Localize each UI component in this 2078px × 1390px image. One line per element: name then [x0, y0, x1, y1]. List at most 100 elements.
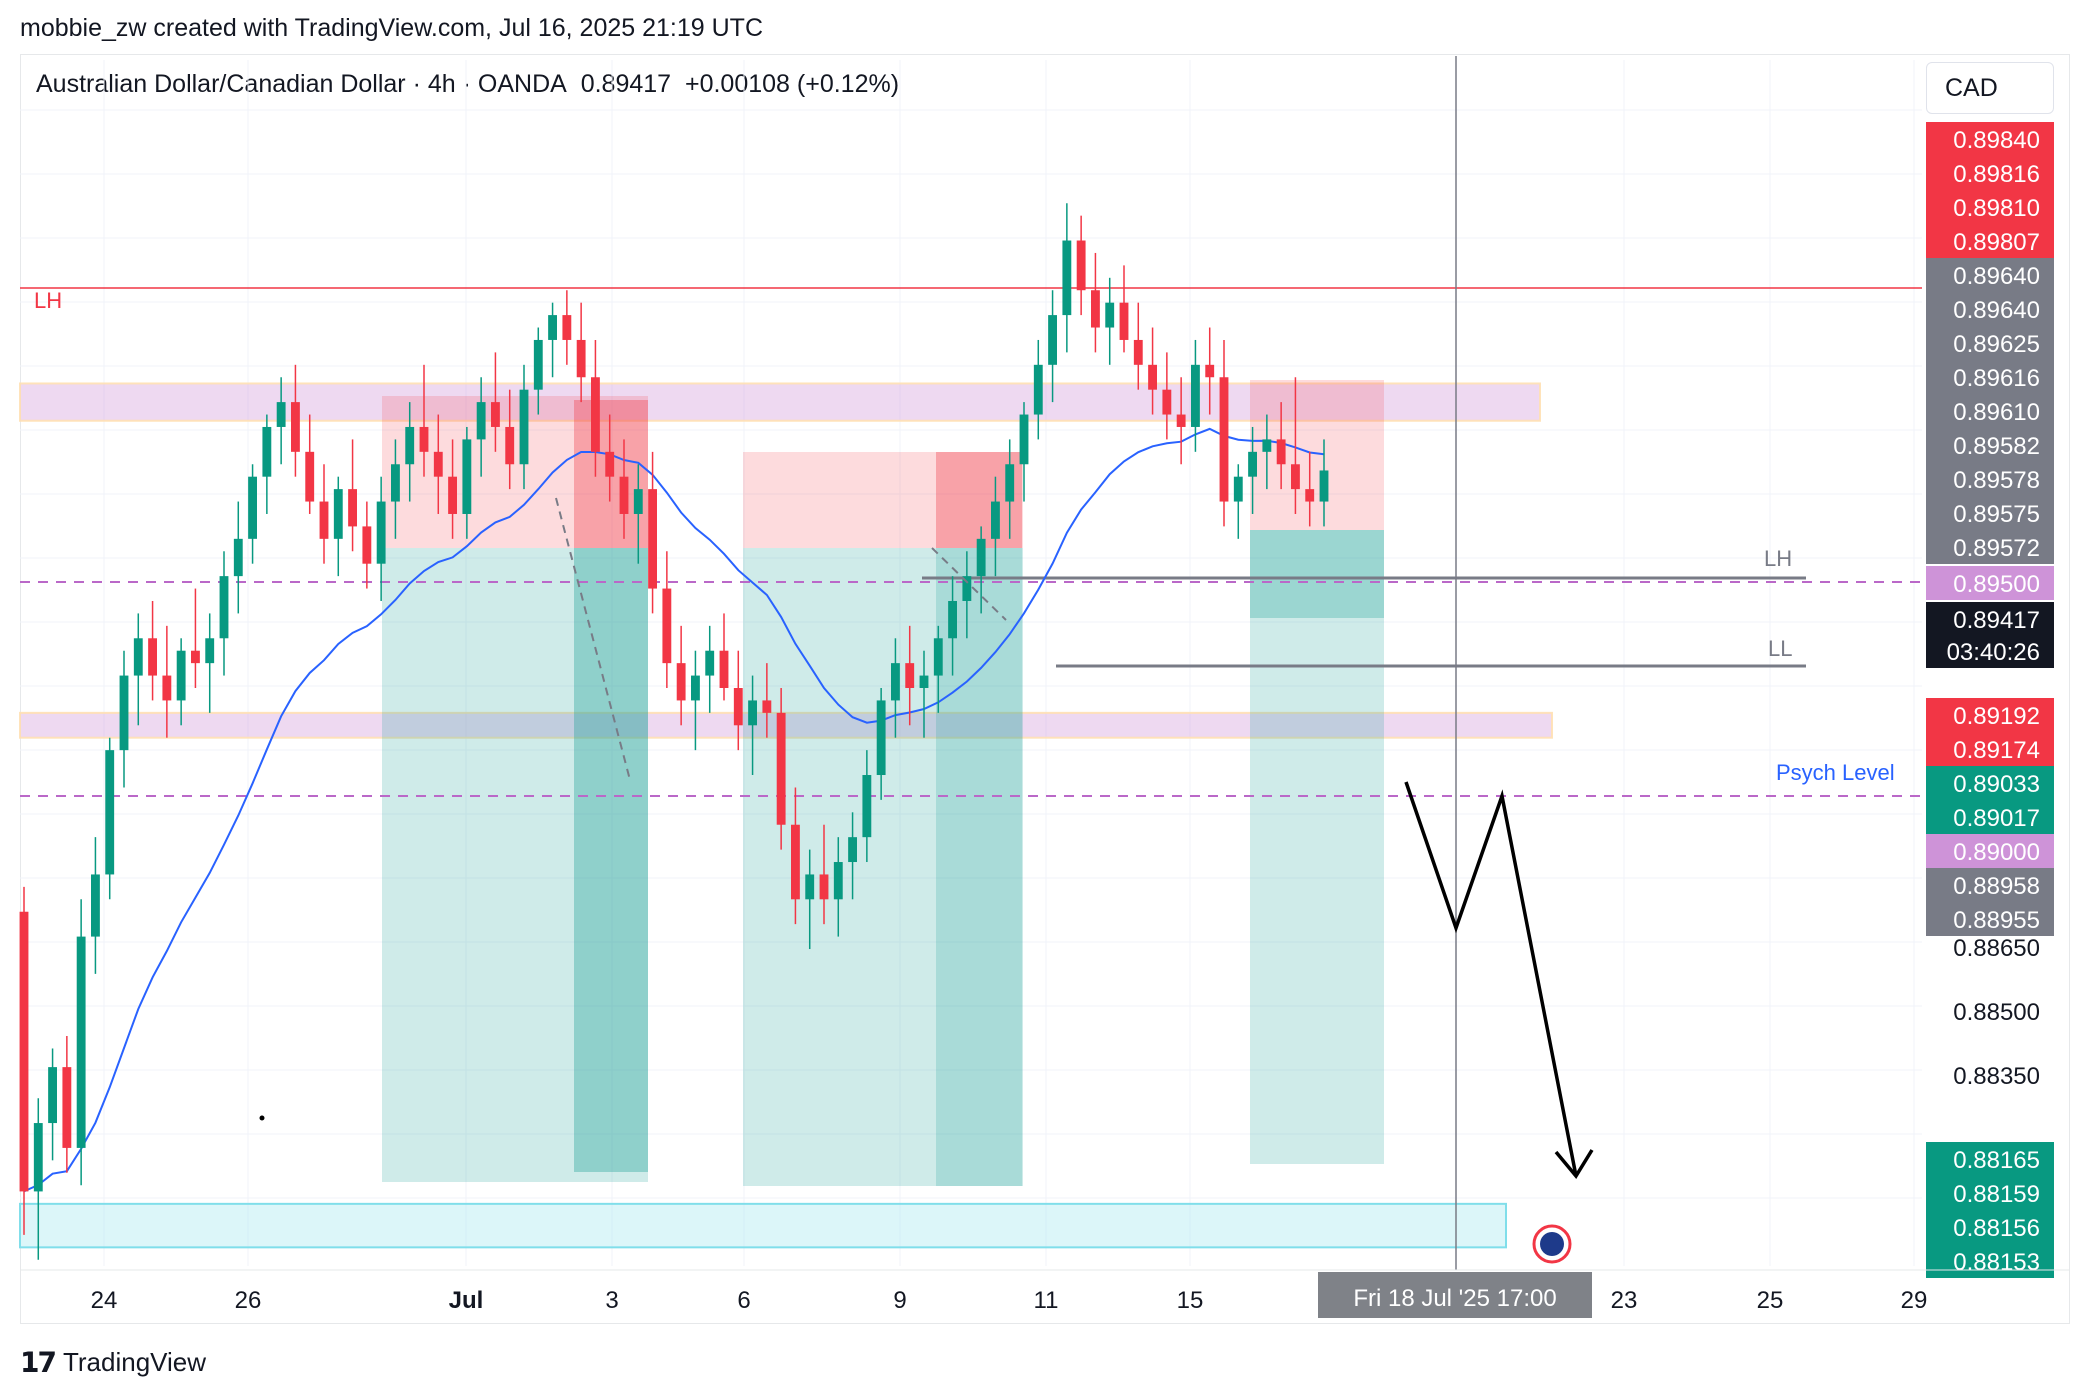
candle-body: [1205, 364, 1215, 378]
candle-body: [1076, 240, 1086, 291]
candle-body: [1005, 464, 1015, 502]
tradingview-logo[interactable]: 𝟭𝟳 TradingView: [20, 1346, 206, 1379]
symbol-interval[interactable]: 4h: [427, 70, 456, 98]
price-tag-label: 0.88159: [1953, 1181, 2040, 1208]
price-tag-label: 0.89840: [1953, 127, 2040, 154]
candle-body: [1262, 439, 1272, 452]
candle-body: [976, 538, 986, 577]
y-tick-label: 0.88650: [1953, 935, 2040, 962]
candle-body: [605, 451, 615, 477]
price-tag: [1926, 428, 2054, 462]
x-tick-label: 26: [235, 1287, 262, 1314]
zones-layer: [19, 382, 1553, 1249]
x-tick-label: 6: [737, 1287, 750, 1314]
price-tag: [1926, 868, 2054, 902]
symbol-header: Australian Dollar/Canadian Dollar · 4h ·…: [36, 70, 899, 99]
candle-body: [1248, 451, 1257, 477]
price-tag-label: 0.88156: [1953, 1215, 2040, 1242]
x-axis: 24 26 Jul 3 6 9 11 15 23 25 29 Fri 18 Jul '25 17:00: [20, 1269, 2070, 1318]
currency-selector[interactable]: CAD: [1926, 62, 2054, 114]
symbol-name[interactable]: Australian Dollar/Canadian Dollar: [36, 70, 406, 98]
x-tick-label: 11: [1034, 1287, 1059, 1314]
price-tag-label: 0.89616: [1953, 365, 2040, 392]
candle-body: [548, 315, 557, 340]
price-tag-label: 0.89610: [1953, 399, 2040, 426]
candle-body: [348, 489, 357, 527]
candle-body: [19, 911, 29, 1192]
psych-zone: [19, 711, 1553, 739]
trend-dash: [555, 497, 631, 781]
stop-loss-box: [382, 396, 648, 548]
price-tag: [1926, 224, 2054, 258]
candle-body: [819, 874, 829, 900]
crosshair-date-label: Fri 18 Jul '25 17:00: [1353, 1285, 1556, 1312]
candle-body: [691, 675, 700, 701]
candle-body: [533, 339, 543, 390]
y-tick-label: 0.88500: [1953, 999, 2040, 1026]
candle-body: [1291, 464, 1300, 490]
candle-body: [219, 576, 229, 639]
price-tag: [1926, 326, 2054, 360]
candle-body: [562, 315, 572, 340]
candle-body: [676, 663, 686, 701]
candle-body: [376, 501, 386, 564]
footer-brand: TradingView: [62, 1347, 207, 1377]
candle-body: [1305, 489, 1315, 502]
candle-body: [105, 750, 115, 875]
candle-body: [33, 1123, 43, 1192]
candle-body: [762, 700, 772, 713]
candle-body: [591, 377, 600, 452]
candle-body: [1133, 339, 1143, 365]
candle-body: [1276, 439, 1286, 465]
price-tag: [1926, 1176, 2054, 1210]
candle-body: [519, 389, 529, 465]
price-tag-label: 0.89625: [1953, 331, 2040, 358]
price-tag: [1926, 360, 2054, 394]
price-tag-label: 0.89000: [1953, 839, 2040, 866]
price-tag-timer: 03:40:26: [1947, 639, 2040, 666]
candle-body: [1191, 364, 1200, 427]
candle-body: [848, 837, 857, 863]
price-tag: [1926, 156, 2054, 190]
candle-body: [862, 775, 872, 838]
candle-body: [919, 675, 929, 688]
candle-body: [233, 538, 243, 577]
price-tag-label: 0.88153: [1953, 1249, 2040, 1276]
symbol-source: OANDA: [477, 70, 567, 98]
price-tag: [1926, 462, 2054, 496]
price-tag: [1926, 190, 2054, 224]
price-tag: [1926, 258, 2054, 292]
candle-body: [405, 426, 415, 465]
price-tag: [1926, 292, 2054, 326]
take-profit-box: [382, 548, 648, 1182]
take-profit-box: [743, 548, 1023, 1186]
candle-body: [391, 464, 400, 502]
candle-body: [991, 501, 1000, 539]
candle-body: [719, 650, 729, 688]
y-axis: 0.88650 0.88500 0.88350 0.89840 0.89816 0.898…: [1926, 122, 2054, 1278]
candle-body: [48, 1067, 57, 1124]
price-tag: [1926, 122, 2054, 156]
marker-dot: [259, 1115, 265, 1121]
price-tag: [1926, 1210, 2054, 1244]
candle-body: [176, 650, 186, 701]
take-profit-box: [574, 548, 648, 1172]
candle-body: [505, 426, 515, 465]
price-tag: [1926, 602, 2054, 668]
candle-body: [1162, 389, 1172, 415]
take-profit-box: [1250, 530, 1384, 1164]
price-tag-label: 0.89640: [1953, 297, 2040, 324]
candle-body: [1091, 290, 1100, 328]
candle-body: [891, 663, 900, 701]
take-profit-box: [1250, 530, 1384, 618]
x-tick-label: 29: [1901, 1287, 1928, 1314]
candle-body: [1062, 240, 1072, 316]
level-label-ll: LL: [1768, 636, 1792, 661]
price-tag: [1926, 394, 2054, 428]
candle-body: [62, 1067, 72, 1148]
trend-dash: [931, 547, 1007, 621]
supply-zone: [19, 382, 1541, 422]
x-tick-label: 23: [1611, 1287, 1638, 1314]
y-tick-label: 0.88350: [1953, 1063, 2040, 1090]
